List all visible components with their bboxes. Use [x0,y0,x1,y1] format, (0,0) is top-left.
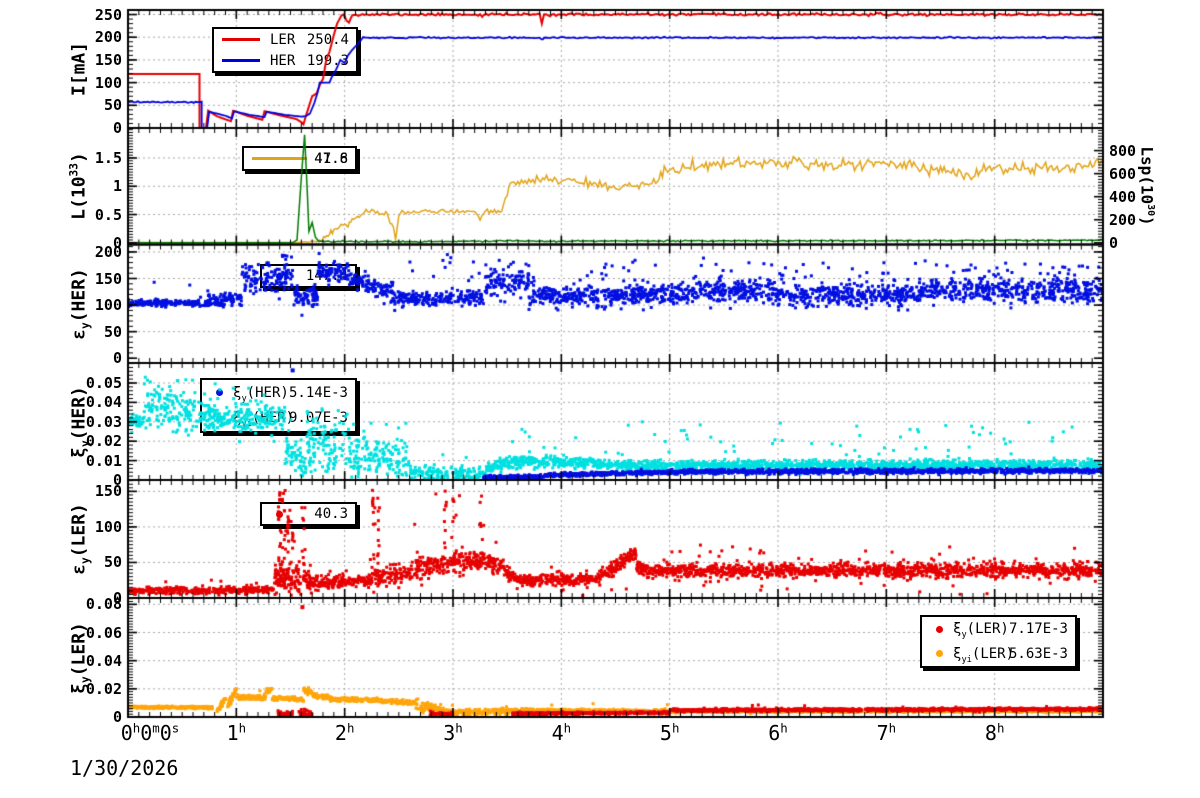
data-canvas [0,0,1200,798]
figure: 1/30/2026 0 50 100 150 200 250 I[mA] 0 0.5 1 1.5 L(… [0,0,1200,798]
